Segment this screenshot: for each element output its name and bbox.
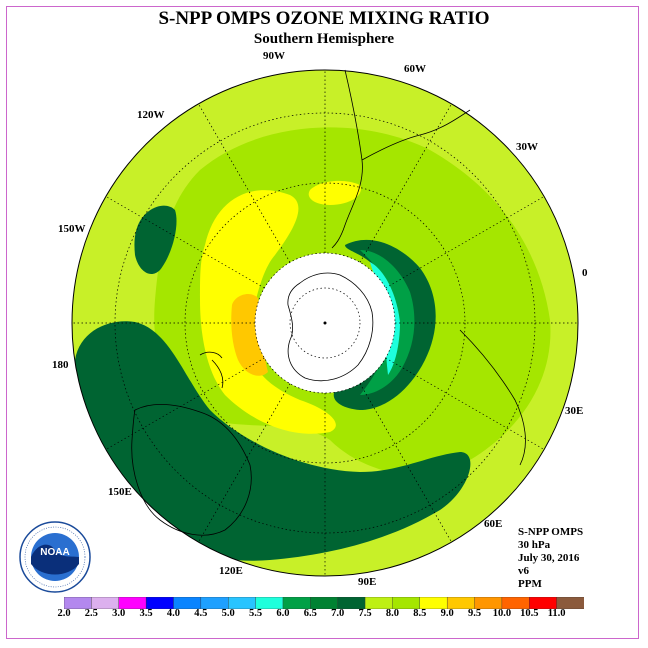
contour-level-7-island — [134, 205, 177, 275]
lon-label-30w: 30W — [516, 141, 538, 153]
lon-label-60w: 60W — [404, 63, 426, 75]
lon-label-0: 0 — [582, 267, 588, 279]
lon-label-90e: 90E — [358, 576, 377, 588]
meridians — [72, 70, 578, 576]
noaa-logo: NOAA — [19, 521, 91, 593]
colorbar-tick-label: 7.0 — [331, 608, 345, 619]
latitude-circle-mid — [184, 182, 466, 464]
colorbar-tick-label: 8.5 — [413, 608, 427, 619]
colorbar-tick-label: 5.5 — [249, 608, 263, 619]
logo-ring-text — [24, 526, 86, 588]
map-boundary — [71, 69, 579, 577]
australia-coast — [131, 404, 252, 536]
meridian-line — [105, 196, 265, 289]
map-frame — [6, 6, 639, 639]
lon-label-180: 180 — [52, 359, 69, 371]
lon-label-60e: 60E — [484, 518, 503, 530]
colorbar-tick-label: 7.5 — [358, 608, 372, 619]
map-subtitle: Southern Hemisphere — [253, 31, 395, 47]
new-zealand-coast — [199, 351, 224, 389]
lon-label-90w: 90W — [263, 50, 285, 62]
map-info: S-NPP OMPS 30 hPa July 30, 2016 v6 PPM — [518, 526, 583, 591]
lon-label-30e: 30E — [565, 405, 584, 417]
contour-level-8-5 — [200, 190, 336, 434]
colorbar-tick-label: 5.0 — [221, 608, 235, 619]
africa-coast — [459, 329, 526, 466]
colorbar — [64, 597, 584, 609]
graticule — [72, 70, 578, 576]
logo-bird-icon — [31, 544, 79, 575]
contour-level-7 — [74, 321, 471, 561]
meridian-line — [198, 383, 291, 543]
lon-label-150e: 150E — [108, 486, 132, 498]
coastlines — [131, 69, 526, 536]
map-title: S-NPP OMPS OZONE MIXING RATIO — [158, 8, 490, 29]
colorbar-tick-label: 8.0 — [385, 608, 399, 619]
colorbar-tick-label: 10.5 — [520, 608, 539, 619]
lon-label-120e: 120E — [219, 565, 243, 577]
colorbar-tick-label: 3.0 — [112, 608, 126, 619]
meridian-line — [385, 357, 545, 450]
colorbar-tick-label: 10.0 — [492, 608, 512, 619]
colorbar-tick-label: 9.5 — [467, 608, 482, 619]
meridian-line — [359, 383, 452, 543]
logo-text: NOAA — [40, 547, 69, 558]
meridian-line — [105, 357, 265, 450]
colorbar-tick-label: 4.5 — [194, 608, 208, 619]
latitude-circle-polar — [289, 287, 361, 359]
colorbar-tick-label: 2.5 — [84, 608, 98, 619]
lon-label-150w: 150W — [58, 223, 86, 235]
meridian-line — [385, 196, 545, 289]
colorbar-tick-label: 9.0 — [440, 608, 454, 619]
contour-level-6-5 — [360, 250, 415, 395]
contour-level-8-5-north — [308, 180, 361, 205]
colorbar-tick-label: 6.0 — [276, 608, 290, 619]
colorbar-tick-label: 2.0 — [57, 608, 71, 619]
colorbar-tick-label: 11.0 — [547, 608, 566, 619]
antarctica-coast — [287, 272, 374, 382]
info-version: v6 — [518, 565, 529, 577]
info-date: July 30, 2016 — [518, 552, 580, 564]
meridian-line — [359, 103, 452, 263]
info-instrument: S-NPP OMPS — [518, 526, 584, 538]
colorbar-tick-label: 6.5 — [303, 608, 317, 619]
info-units: PPM — [518, 578, 542, 590]
meridian-line — [198, 103, 291, 263]
colorbar-tick-label: 4.0 — [166, 608, 181, 619]
colorbar-cell — [556, 597, 584, 609]
south-america-coast — [331, 69, 471, 249]
info-level: 30 hPa — [518, 539, 551, 551]
colorbar-tick-label: 3.5 — [139, 608, 153, 619]
contour-level-7-ring — [333, 239, 436, 410]
lon-label-120w: 120W — [137, 109, 165, 121]
south-pole-marker — [323, 321, 327, 325]
